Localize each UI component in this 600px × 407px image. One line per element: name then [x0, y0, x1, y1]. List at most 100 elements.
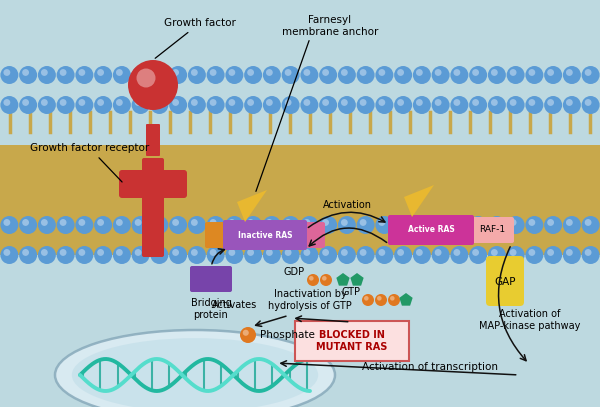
Circle shape — [413, 216, 431, 234]
Circle shape — [581, 66, 599, 84]
Circle shape — [341, 69, 348, 76]
Circle shape — [529, 69, 535, 76]
Circle shape — [566, 249, 573, 256]
Circle shape — [113, 216, 131, 234]
Circle shape — [338, 246, 356, 264]
Circle shape — [76, 246, 94, 264]
Polygon shape — [237, 190, 267, 222]
Circle shape — [263, 96, 281, 114]
Circle shape — [4, 249, 10, 256]
Circle shape — [284, 249, 292, 256]
Circle shape — [206, 96, 224, 114]
Circle shape — [79, 249, 85, 256]
Circle shape — [172, 219, 179, 226]
Circle shape — [529, 249, 535, 256]
Circle shape — [416, 219, 423, 226]
Circle shape — [397, 219, 404, 226]
Circle shape — [263, 246, 281, 264]
Circle shape — [413, 246, 431, 264]
Text: BLOCKED IN
MUTANT RAS: BLOCKED IN MUTANT RAS — [316, 330, 388, 352]
Circle shape — [94, 66, 112, 84]
Circle shape — [59, 249, 67, 256]
Circle shape — [19, 216, 37, 234]
Circle shape — [416, 69, 423, 76]
Circle shape — [566, 219, 573, 226]
Circle shape — [434, 99, 442, 106]
Circle shape — [131, 246, 149, 264]
Circle shape — [322, 276, 326, 280]
Circle shape — [4, 69, 10, 76]
Circle shape — [544, 66, 562, 84]
Circle shape — [454, 69, 460, 76]
Circle shape — [229, 219, 235, 226]
Circle shape — [388, 294, 400, 306]
Circle shape — [563, 246, 581, 264]
Circle shape — [394, 96, 412, 114]
Circle shape — [266, 249, 273, 256]
Circle shape — [1, 246, 19, 264]
Circle shape — [191, 99, 198, 106]
Text: RAF-1: RAF-1 — [479, 225, 505, 234]
Circle shape — [309, 276, 314, 280]
Circle shape — [431, 246, 449, 264]
FancyBboxPatch shape — [301, 222, 325, 248]
Circle shape — [397, 99, 404, 106]
Circle shape — [244, 216, 262, 234]
Text: Activation: Activation — [323, 200, 372, 210]
Circle shape — [304, 249, 310, 256]
Circle shape — [79, 69, 85, 76]
Circle shape — [19, 66, 37, 84]
FancyBboxPatch shape — [295, 321, 409, 361]
Circle shape — [341, 249, 348, 256]
Circle shape — [416, 99, 423, 106]
Circle shape — [281, 246, 299, 264]
Circle shape — [22, 69, 29, 76]
Circle shape — [76, 66, 94, 84]
Circle shape — [281, 96, 299, 114]
Circle shape — [509, 99, 517, 106]
Circle shape — [547, 99, 554, 106]
Circle shape — [79, 99, 85, 106]
Circle shape — [547, 249, 554, 256]
Circle shape — [566, 69, 573, 76]
Text: GDP: GDP — [284, 267, 305, 277]
Circle shape — [581, 246, 599, 264]
Circle shape — [472, 99, 479, 106]
Circle shape — [379, 99, 385, 106]
Circle shape — [97, 219, 104, 226]
Circle shape — [322, 219, 329, 226]
Circle shape — [154, 219, 160, 226]
Circle shape — [94, 246, 112, 264]
Circle shape — [390, 296, 395, 301]
Circle shape — [134, 69, 142, 76]
Circle shape — [304, 69, 310, 76]
Circle shape — [547, 219, 554, 226]
Circle shape — [566, 99, 573, 106]
Circle shape — [491, 219, 498, 226]
Circle shape — [526, 96, 544, 114]
Circle shape — [4, 99, 10, 106]
Circle shape — [128, 60, 178, 110]
Circle shape — [526, 66, 544, 84]
Circle shape — [137, 68, 155, 88]
Circle shape — [191, 69, 198, 76]
Circle shape — [113, 96, 131, 114]
Circle shape — [206, 66, 224, 84]
Circle shape — [359, 219, 367, 226]
Circle shape — [509, 69, 517, 76]
Circle shape — [172, 99, 179, 106]
Circle shape — [376, 66, 394, 84]
Circle shape — [116, 219, 123, 226]
Circle shape — [113, 246, 131, 264]
FancyBboxPatch shape — [190, 266, 232, 292]
Circle shape — [563, 66, 581, 84]
Text: Growth factor receptor: Growth factor receptor — [30, 143, 149, 182]
Text: Farnesyl
membrane anchor: Farnesyl membrane anchor — [282, 15, 378, 37]
FancyBboxPatch shape — [142, 158, 164, 257]
Circle shape — [22, 99, 29, 106]
Circle shape — [491, 99, 498, 106]
Circle shape — [469, 216, 487, 234]
Circle shape — [322, 99, 329, 106]
Circle shape — [41, 219, 48, 226]
Circle shape — [416, 249, 423, 256]
